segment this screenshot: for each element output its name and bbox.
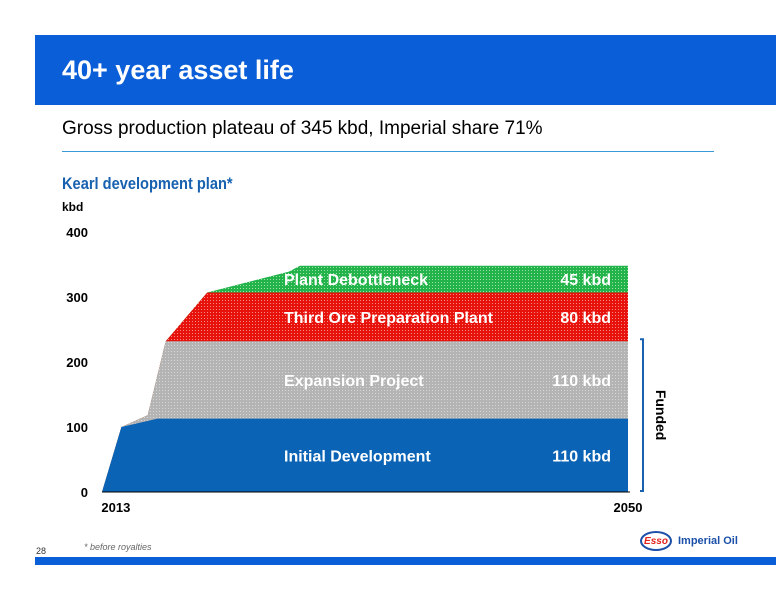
bottom-bar xyxy=(35,557,776,565)
y-tick-label: 100 xyxy=(66,420,88,435)
series-label: Expansion Project xyxy=(284,373,424,390)
subtitle: Gross production plateau of 345 kbd, Imp… xyxy=(62,118,543,139)
esso-logo-icon: Esso xyxy=(640,531,672,551)
series-label: Third Ore Preparation Plant xyxy=(284,310,494,327)
divider xyxy=(62,151,714,152)
series-label: Plant Debottleneck xyxy=(284,272,428,289)
chart-title: Kearl development plan* xyxy=(62,174,233,193)
series-label: Initial Development xyxy=(284,448,431,465)
imperial-oil-logo: Esso Imperial Oil xyxy=(640,529,738,553)
x-tick-label: 2013 xyxy=(101,500,130,515)
y-tick-label: 400 xyxy=(66,225,88,240)
funded-label: Funded xyxy=(653,390,669,441)
y-tick-label: 0 xyxy=(81,485,88,500)
y-tick-label: 300 xyxy=(66,290,88,305)
esso-logo-mark: Esso xyxy=(644,535,668,547)
series-value-label: 80 kbd xyxy=(560,310,611,327)
title-banner: 40+ year asset life xyxy=(35,35,776,105)
series-value-label: 45 kbd xyxy=(560,272,611,289)
y-axis-unit: kbd xyxy=(62,200,84,214)
page-number: 28 xyxy=(36,546,47,556)
area-initial-development xyxy=(102,418,628,492)
footnote: * before royalties xyxy=(84,542,152,552)
y-tick-label: 200 xyxy=(66,355,88,370)
series-value-label: 110 kbd xyxy=(552,373,611,390)
x-tick-label: 2050 xyxy=(614,500,643,515)
page-title: 40+ year asset life xyxy=(62,55,294,85)
brand-name: Imperial Oil xyxy=(678,535,738,547)
series-value-label: 110 kbd xyxy=(552,448,611,465)
funded-bracket xyxy=(640,338,644,492)
